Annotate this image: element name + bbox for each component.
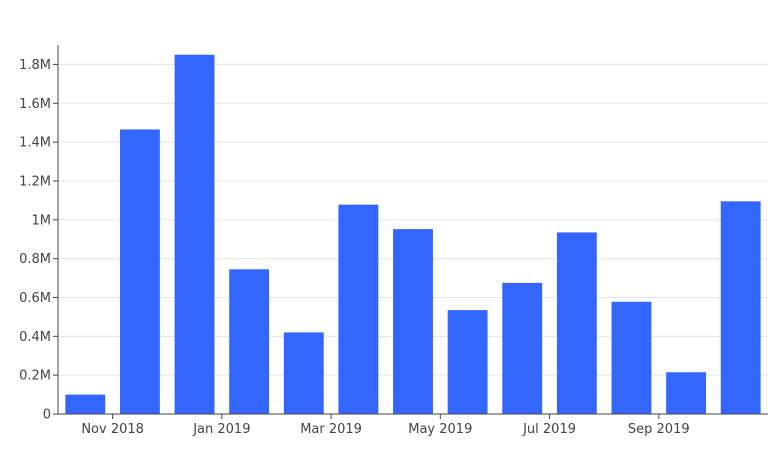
- y-tick-label: 0.8M: [19, 252, 51, 267]
- x-tick-labels: Nov 2018 Jan 2019 Mar 2019 May 2019 Jul 2019…: [81, 422, 689, 437]
- axes: [53, 45, 768, 419]
- x-tick-label: Jan 2019: [192, 422, 250, 437]
- bar-may-2019: [447, 310, 488, 414]
- bar-jan-2019: [229, 269, 270, 414]
- y-tick-label: 1.4M: [19, 136, 51, 151]
- y-tick-label: 0.6M: [19, 291, 51, 306]
- x-tick-label: Sep 2019: [628, 422, 690, 437]
- y-tick-label: 0.2M: [19, 369, 51, 384]
- x-tick-label: May 2019: [408, 422, 472, 437]
- bar-mar-2019: [338, 204, 379, 414]
- y-tick-label: 0: [43, 408, 51, 423]
- bar-nov-2018: [119, 129, 160, 415]
- bar-oct-2018: [65, 394, 106, 414]
- bar-jun-2019: [502, 282, 543, 414]
- bar-jul-2019: [556, 232, 597, 414]
- bar-dec-2018: [174, 54, 215, 415]
- bar-apr-2019: [393, 229, 433, 414]
- x-tick-label: Nov 2018: [81, 422, 144, 437]
- y-tick-label: 1.6M: [19, 97, 51, 112]
- x-tick-label: Mar 2019: [300, 422, 362, 437]
- y-tick-label: 1.8M: [19, 58, 51, 73]
- bar-oct-2019: [720, 201, 761, 414]
- y-tick-label: 1.2M: [19, 174, 51, 189]
- y-tick-labels: 0 0.2M 0.4M 0.6M 0.8M 1M 1.2M 1.4M 1.6M 1.8M: [19, 58, 51, 423]
- bar-sep-2019: [666, 372, 707, 414]
- y-tick-label: 0.4M: [19, 330, 51, 345]
- bar-aug-2019: [611, 301, 652, 414]
- bar-feb-2019: [283, 332, 324, 414]
- bars: [65, 54, 761, 415]
- x-tick-label: Jul 2019: [522, 422, 576, 437]
- y-tick-label: 1M: [32, 213, 52, 228]
